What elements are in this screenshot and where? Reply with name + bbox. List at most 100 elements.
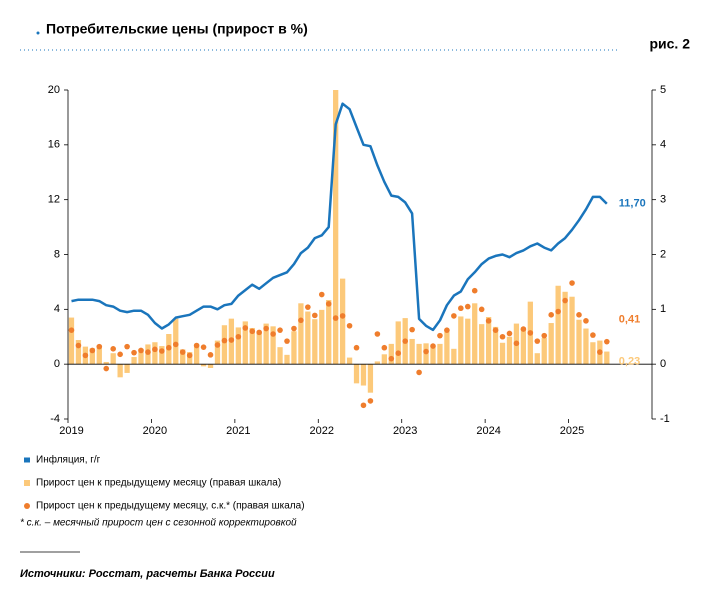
bar xyxy=(193,344,200,365)
dot xyxy=(604,338,610,345)
y-tick-label: 12 xyxy=(48,194,60,206)
bar xyxy=(479,324,485,365)
dot xyxy=(270,331,276,337)
y-tick-label: 4 xyxy=(54,303,60,315)
dot xyxy=(590,332,596,338)
bar xyxy=(249,327,255,365)
footnote: * с.к. – месячный прирост цен с сезонной… xyxy=(20,518,297,529)
y2-tick-label: -1 xyxy=(660,413,670,425)
x-tick-label: 2020 xyxy=(143,425,167,437)
plot-area xyxy=(68,90,610,409)
dot xyxy=(186,352,193,359)
bar xyxy=(485,317,492,365)
dot xyxy=(214,342,221,348)
dot xyxy=(388,355,395,362)
bar xyxy=(353,364,360,384)
bar xyxy=(451,348,457,365)
dot xyxy=(263,325,269,332)
dot xyxy=(68,327,75,333)
y2-tick-label: 1 xyxy=(660,303,666,315)
x-tick-label: 2023 xyxy=(393,425,417,437)
bar xyxy=(520,329,527,365)
legend-swatch xyxy=(24,480,30,486)
legend-label: Прирост цен к предыдущему месяцу, с.к.* … xyxy=(36,501,305,512)
dot xyxy=(117,351,123,358)
bar xyxy=(242,321,248,365)
legend-label: Инфляция, г/г xyxy=(36,454,101,466)
bar xyxy=(131,357,137,365)
bar xyxy=(235,327,241,365)
dot xyxy=(166,344,172,351)
bar xyxy=(458,316,464,365)
bar xyxy=(506,336,513,365)
figure-label: рис. 2 xyxy=(649,36,690,52)
legend-label: Прирост цен к предыдущему месяцу (правая… xyxy=(36,478,281,489)
dot xyxy=(492,327,499,333)
y2-tick-label: 5 xyxy=(660,84,666,96)
dot xyxy=(541,332,548,339)
bar xyxy=(465,318,471,365)
dot xyxy=(576,312,582,318)
dot xyxy=(395,350,402,357)
bar xyxy=(319,309,325,365)
dot xyxy=(242,325,249,331)
bar xyxy=(124,364,130,373)
bar xyxy=(437,343,443,365)
bar xyxy=(75,340,82,365)
dot xyxy=(75,342,82,349)
dot xyxy=(325,301,332,307)
dot xyxy=(569,280,575,286)
dot xyxy=(159,348,165,354)
dot xyxy=(339,313,346,319)
dot xyxy=(451,313,457,319)
end-label: 0,41 xyxy=(619,314,640,326)
bar xyxy=(409,338,415,365)
dot xyxy=(277,327,283,333)
dot xyxy=(89,347,96,354)
bar xyxy=(395,321,401,365)
dot xyxy=(409,326,415,333)
dot xyxy=(284,338,290,344)
bar xyxy=(548,323,554,365)
bar xyxy=(138,348,144,365)
x-tick-label: 2022 xyxy=(310,425,334,437)
y2-tick-label: 2 xyxy=(660,248,666,260)
bar xyxy=(305,311,311,365)
dot xyxy=(597,349,603,355)
bar xyxy=(590,342,596,365)
title-dot xyxy=(36,31,40,35)
dot xyxy=(430,343,436,349)
dot xyxy=(318,291,325,298)
line xyxy=(71,102,608,332)
dot xyxy=(235,333,242,340)
dot xyxy=(458,305,464,312)
bar xyxy=(256,332,262,365)
bar xyxy=(472,303,478,365)
dot xyxy=(110,346,116,352)
bar xyxy=(541,337,547,365)
dot xyxy=(152,346,158,353)
bar xyxy=(367,364,374,393)
dot xyxy=(221,337,228,344)
bar xyxy=(207,364,214,369)
dot xyxy=(124,343,130,350)
bar xyxy=(388,343,394,365)
dot xyxy=(471,287,478,294)
bar xyxy=(576,319,582,365)
x-tick-label: 2025 xyxy=(560,425,584,437)
dot xyxy=(145,349,151,355)
dot xyxy=(332,315,339,321)
x-tick-label: 2024 xyxy=(476,425,500,437)
dot xyxy=(305,304,311,310)
dot xyxy=(423,348,429,355)
dot xyxy=(416,369,422,376)
bar xyxy=(214,340,221,365)
dot xyxy=(478,306,485,313)
dot xyxy=(381,344,388,351)
dot xyxy=(179,349,186,355)
x-tick-label: 2021 xyxy=(226,425,250,437)
bar xyxy=(381,354,387,365)
bar xyxy=(326,300,332,365)
bar xyxy=(284,354,290,365)
dot xyxy=(499,333,506,340)
